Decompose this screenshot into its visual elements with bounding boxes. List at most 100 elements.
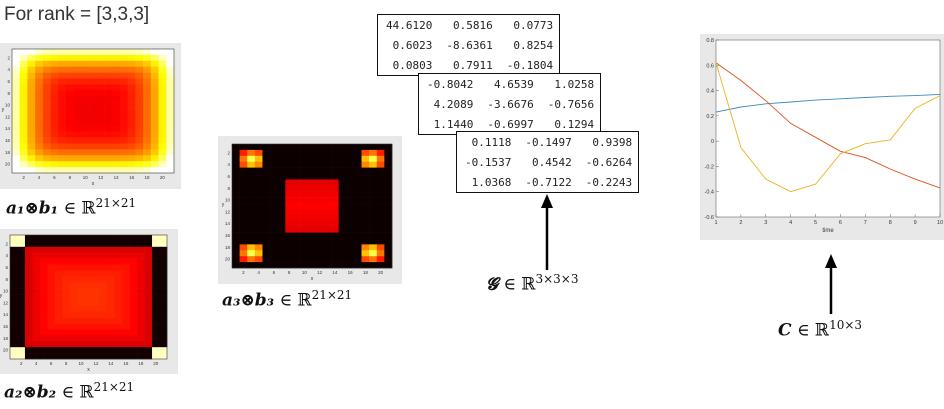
heatmap-a2b2: 2 4 6 8 10 12 14 16 18 20 2 4 6 8 10 12 14 16 18 20 x y [0, 234, 168, 373]
core-slice-1-table: 44.6120 0.5816 0.0773 0.6023 -8.6361 0.8254 … [378, 15, 559, 75]
cell: 1.0258 [554, 77, 595, 91]
heatmap-cell [239, 185, 248, 192]
y-tick-label: 10 [3, 289, 9, 294]
heatmap-cell [50, 96, 59, 103]
y-tick-label: 12 [3, 300, 9, 305]
heatmap-cell [96, 66, 105, 73]
heatmap-cell [346, 262, 355, 269]
heatmap-cell [254, 191, 263, 198]
heatmap-cell [384, 244, 393, 251]
label-a3b3: a₃⊗b₃ ∈ ℝ21×21 [222, 288, 352, 311]
heatmap-cell [323, 262, 332, 269]
x-tick-label: 20 [378, 270, 384, 275]
heatmap-cell [104, 90, 113, 97]
heatmap-cell [135, 102, 144, 109]
heatmap-cell [369, 203, 378, 210]
heatmap-cell [152, 258, 160, 265]
heatmap-cell [285, 191, 294, 198]
label-a1b1-dim: 21×21 [95, 196, 137, 210]
heatmap-cell [277, 208, 286, 216]
heatmap-cell [143, 149, 152, 156]
heatmap-cell [135, 137, 144, 144]
heatmap-cell [144, 335, 153, 342]
heatmap-cell [114, 270, 123, 277]
heatmap-cell [62, 353, 71, 360]
heatmap-cell [150, 72, 159, 79]
heatmap-cell [143, 125, 152, 132]
heatmap-cell [27, 102, 36, 109]
heatmap-cell [77, 282, 86, 289]
heatmap-cell [361, 226, 370, 233]
heatmap-cell [152, 323, 160, 330]
heatmap-cell [84, 299, 93, 307]
heatmap-cell [19, 102, 28, 109]
heatmap-cell [262, 144, 271, 151]
heatmap-cell [104, 167, 113, 174]
heatmap-cell [232, 173, 240, 180]
heatmap-cell [270, 220, 279, 227]
heatmap-cell [270, 197, 279, 204]
heatmap-cell [122, 252, 130, 259]
heatmap-cell [247, 203, 256, 210]
heatmap-cell [285, 244, 294, 251]
heatmap-cell [376, 144, 385, 151]
heatmap-cell [144, 276, 153, 283]
y-tick-label: 18 [225, 245, 231, 250]
heatmap-cell [239, 161, 248, 168]
heatmap-cell [99, 288, 108, 295]
heatmap-cell [54, 294, 63, 301]
heatmap-a3b3-panel: 2 4 6 8 10 12 14 16 18 20 2 4 6 8 10 12 14 16 18 20 x y [218, 136, 402, 284]
heatmap-cell [129, 276, 138, 283]
heatmap-cell [315, 203, 324, 210]
heatmap-cell [247, 155, 256, 163]
heatmap-cell [84, 270, 93, 277]
heatmap-cell [158, 131, 167, 138]
heatmap-cell [107, 258, 115, 265]
heatmap-cell [346, 232, 355, 239]
heatmap-cell [39, 252, 48, 259]
heatmap-cell [150, 161, 159, 168]
heatmap-a1b1-panel: 2 4 6 8 10 12 14 16 18 20 2 4 6 8 10 12 14 16 18 20 x y [0, 43, 181, 189]
heatmap-cell [150, 60, 159, 68]
heatmap-cell [39, 282, 48, 289]
heatmap-cell [92, 317, 101, 324]
heatmap-cell [361, 144, 370, 151]
heatmap-cell [104, 96, 113, 103]
heatmap-cell [24, 264, 33, 271]
heatmap-cell [10, 252, 18, 259]
heatmap-cell [89, 72, 98, 79]
heatmap-cell [120, 78, 129, 85]
heatmap-cell [315, 179, 324, 186]
heatmap-cell [300, 214, 309, 222]
heatmap-cell [32, 235, 41, 242]
heatmap-cell [143, 60, 152, 68]
cell: -0.8042 [427, 77, 474, 91]
heatmap-cell [159, 317, 168, 324]
heatmap-cell [369, 238, 378, 245]
heatmap-cell [12, 90, 21, 97]
heatmap-cell [166, 155, 175, 162]
heatmap-cell [69, 311, 78, 318]
heatmap-cell [315, 256, 324, 263]
heatmap-cell [346, 238, 355, 245]
heatmap-cell [143, 84, 152, 91]
heatmap-cell [384, 167, 393, 174]
heatmap-cell [232, 262, 240, 269]
heatmap-cell [39, 329, 48, 336]
x-tick-label: 12 [98, 175, 104, 180]
heatmap-cell [346, 155, 355, 163]
heatmap-cell [92, 335, 101, 342]
heatmap-cell [54, 335, 63, 342]
heatmap-cell [50, 161, 59, 168]
cell: 1.1440 [433, 117, 474, 131]
heatmap-cell [166, 167, 175, 174]
heatmap-cell [292, 179, 301, 186]
heatmap-cell [361, 262, 370, 269]
cell: 1.0368 [471, 175, 512, 189]
heatmap-cell [120, 137, 129, 144]
heatmap-cell [112, 155, 121, 162]
heatmap-cell [239, 208, 248, 216]
heatmap-cell [315, 232, 324, 239]
heatmap-cell [353, 155, 362, 163]
heatmap-cell [376, 262, 385, 269]
